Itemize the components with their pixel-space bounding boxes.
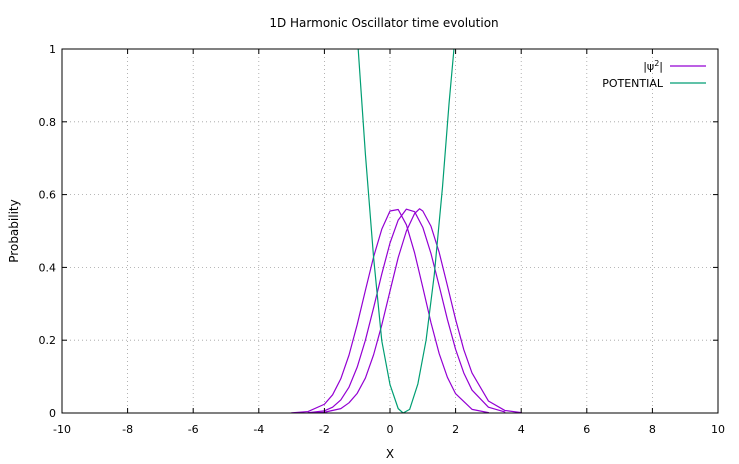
y-tick-labels: 0 0.2 0.4 0.6 0.8 1 [39,43,57,420]
series-group [291,49,522,413]
legend: |ψ2| POTENTIAL [602,59,706,90]
legend-label: POTENTIAL [602,77,664,90]
x-tick-label: -2 [319,423,330,436]
x-tick-label: 6 [583,423,590,436]
x-axis-label: X [386,447,394,461]
y-axis-label: Probability [7,199,21,262]
x-tick-label: 10 [711,423,725,436]
legend-entry: |ψ2| [643,59,706,74]
x-tick-labels: -10 -8 -6 -4 -2 0 2 4 6 8 10 [53,423,725,436]
legend-label: |ψ2| [643,59,663,74]
grid [62,49,718,413]
x-tick-label: 4 [518,423,525,436]
probability-series-line-1 [291,208,489,413]
x-tick-label: -10 [53,423,71,436]
plot-frame [61,48,719,414]
x-tick-label: -8 [122,423,133,436]
y-tick-label: 0.2 [39,334,57,347]
potential-series-line [357,49,455,413]
probability-series-line-2 [307,208,506,413]
x-tick-label: -6 [188,423,199,436]
x-tick-label: 2 [452,423,459,436]
y-tick-label: 0.4 [39,261,57,274]
x-tick-label: -4 [253,423,264,436]
x-tick-label: 8 [649,423,656,436]
legend-entry: POTENTIAL [602,77,706,90]
y-tick-label: 0.6 [39,189,57,202]
axis-ticks [61,48,719,414]
x-tick-label: 0 [387,423,394,436]
y-tick-label: 0.8 [39,116,57,129]
y-tick-label: 0 [49,407,56,420]
probability-series-line-3 [307,208,522,413]
y-tick-label: 1 [49,43,56,56]
chart-title: 1D Harmonic Oscillator time evolution [269,16,498,30]
